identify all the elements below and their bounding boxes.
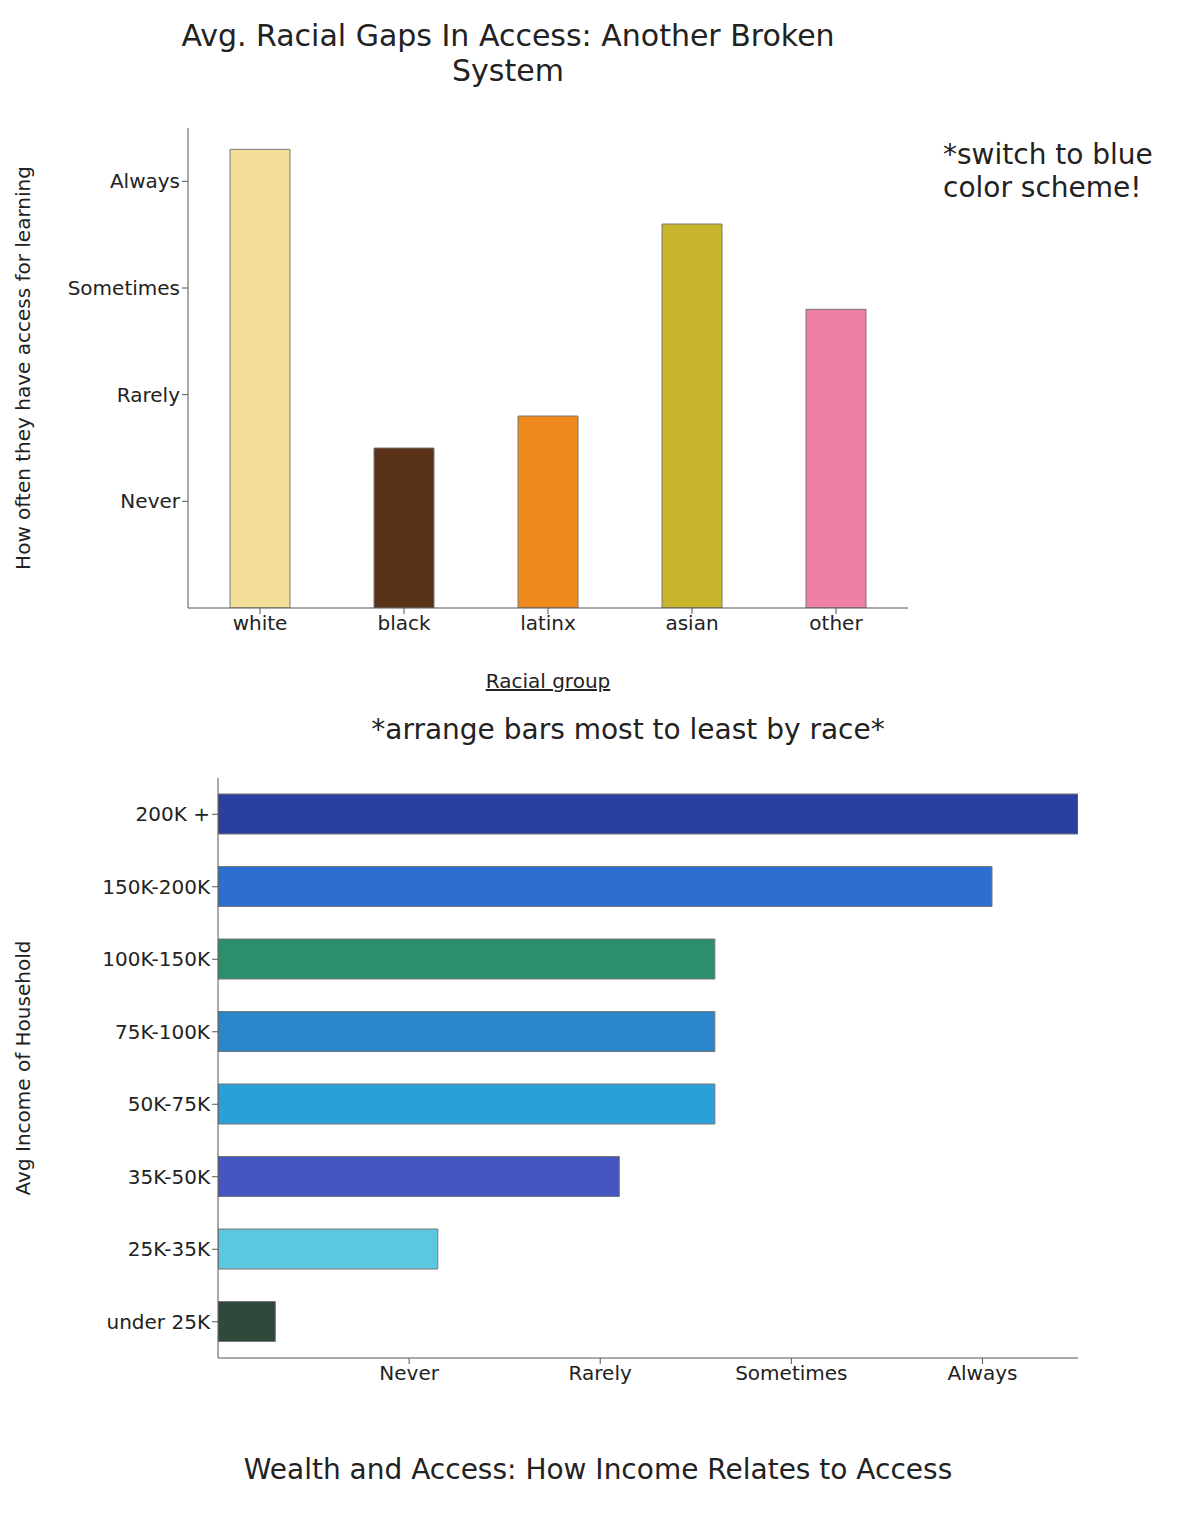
svg-text:200K +: 200K + <box>136 802 210 826</box>
svg-text:150K-200K: 150K-200K <box>102 875 211 899</box>
svg-text:25K-35K: 25K-35K <box>128 1237 211 1261</box>
html-text:Avg. Racial Gaps In Access: An: Avg. Racial Gaps In Access: Another Brok… <box>181 18 835 88</box>
svg-text:other: other <box>809 611 863 635</box>
svg-text:Always: Always <box>947 1361 1017 1385</box>
svg-text:black: black <box>377 611 431 635</box>
html-text:*arrange bars most to least by: *arrange bars most to least by race* <box>371 713 885 746</box>
svg-text:100K-150K: 100K-150K <box>102 947 211 971</box>
svg-text:35K-50K: 35K-50K <box>128 1165 211 1189</box>
svg-text:How often they have access for: How often they have access for learning <box>11 166 35 570</box>
svg-text:Racial group: Racial group <box>486 669 611 693</box>
svg-text:latinx: latinx <box>520 611 576 635</box>
svg-text:Sometimes: Sometimes <box>68 276 180 300</box>
svg-text:Avg Income of Household: Avg Income of Household <box>11 941 35 1196</box>
html-text:*switch to blue color scheme!: *switch to blue color scheme! <box>943 138 1153 204</box>
svg-text:Rarely: Rarely <box>117 383 180 407</box>
svg-text:Rarely: Rarely <box>569 1361 632 1385</box>
svg-text:Never: Never <box>379 1361 439 1385</box>
svg-text:white: white <box>233 611 288 635</box>
svg-text:50K-75K: 50K-75K <box>128 1092 211 1116</box>
svg-text:under 25K: under 25K <box>107 1310 211 1334</box>
svg-text:Always: Always <box>110 169 180 193</box>
svg-text:Never: Never <box>120 489 180 513</box>
svg-text:75K-100K: 75K-100K <box>115 1020 211 1044</box>
html-text:Wealth and Access: How Income: Wealth and Access: How Income Relates to… <box>243 1453 953 1486</box>
svg-text:Sometimes: Sometimes <box>735 1361 847 1385</box>
svg-text:asian: asian <box>665 611 718 635</box>
